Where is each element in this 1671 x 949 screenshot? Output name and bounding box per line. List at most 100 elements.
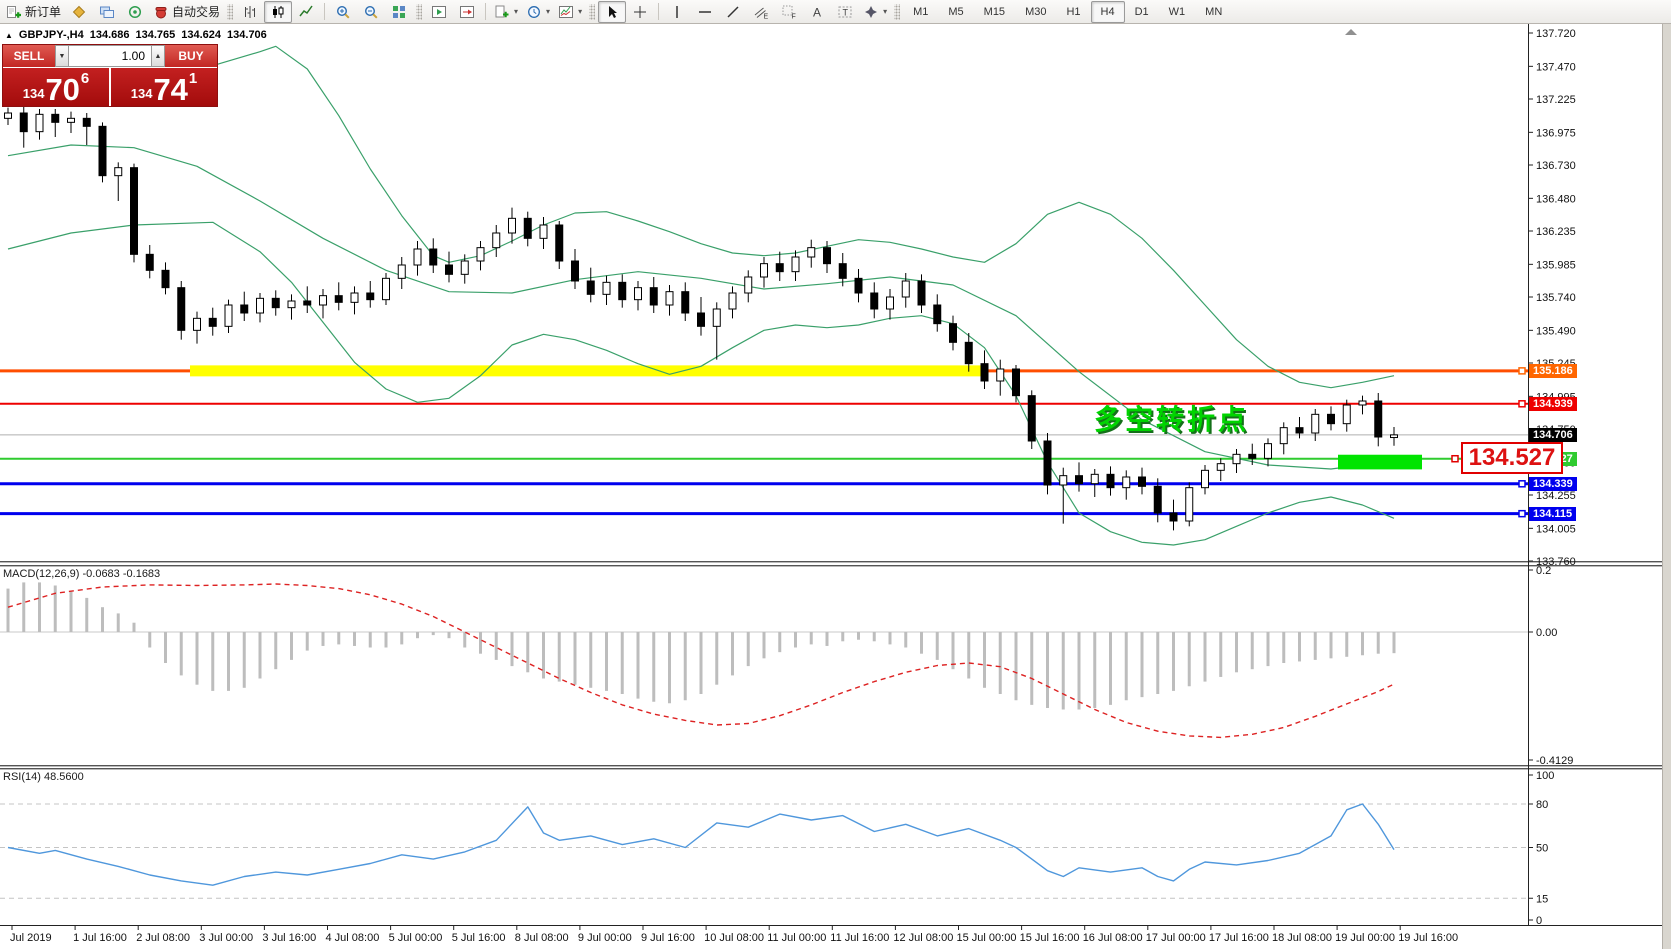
gold-icon bbox=[72, 5, 86, 18]
level-price-badge: 134.339 bbox=[1529, 476, 1577, 491]
sell-price[interactable]: 134 70 6 bbox=[3, 68, 109, 106]
svg-text:137.720: 137.720 bbox=[1536, 28, 1576, 40]
svg-text:16 Jul 08:00: 16 Jul 08:00 bbox=[1083, 932, 1143, 944]
toolbar-button-templates[interactable]: ▾ bbox=[490, 1, 522, 23]
svg-text:15 Jul 00:00: 15 Jul 00:00 bbox=[957, 932, 1017, 944]
dropdown-arrow-icon[interactable]: ▾ bbox=[514, 7, 519, 16]
volume-increase-button[interactable]: ▲ bbox=[151, 45, 165, 67]
macd-signal-value: -0.1683 bbox=[122, 568, 161, 580]
toolbar-button-timeframe-h4[interactable]: H4 bbox=[1090, 0, 1125, 23]
svg-text:19 Jul 00:00: 19 Jul 00:00 bbox=[1335, 932, 1395, 944]
svg-text:3 Jul 00:00: 3 Jul 00:00 bbox=[199, 932, 253, 944]
toolbar-button-shapes-tool[interactable]: ▾ bbox=[859, 1, 891, 23]
linechart-icon bbox=[299, 5, 313, 16]
level-price-badge: 134.939 bbox=[1529, 396, 1577, 411]
toolbar-button-timeframe-h1[interactable]: H1 bbox=[1066, 5, 1081, 18]
toolbar-button-timeframe-m15[interactable]: M15 bbox=[983, 5, 1006, 18]
clock-icon bbox=[528, 5, 540, 18]
svg-text:12 Jul 08:00: 12 Jul 08:00 bbox=[893, 932, 953, 944]
toolbar-button-timeframe-mn[interactable]: MN bbox=[1205, 5, 1223, 18]
sell-price-prefix: 134 bbox=[22, 86, 45, 101]
bars-icon bbox=[245, 5, 256, 18]
toolbar-button-zoom-out[interactable] bbox=[357, 1, 385, 23]
toolbar: 新订单 自动交易 ▾ ▾ ▾ E F A T ▾ M1 M5 M15 M30 H1 H4 D1 W1 MN bbox=[0, 0, 1671, 24]
buy-button[interactable]: BUY bbox=[165, 45, 217, 67]
toolbar-button-timeframe-m5[interactable]: M5 bbox=[948, 5, 964, 18]
toolbar-button-timeframe-d1[interactable]: D1 bbox=[1134, 5, 1149, 18]
price-tag-annotation[interactable]: 134.527 bbox=[1461, 442, 1563, 474]
toolbar-button-text-label-tool[interactable]: T bbox=[831, 1, 859, 23]
open-value: 134.686 bbox=[89, 29, 130, 41]
toolbar-button-new-chart[interactable] bbox=[93, 1, 121, 23]
toolbar-button-trendline-tool[interactable] bbox=[719, 1, 747, 23]
buy-price[interactable]: 134 74 1 bbox=[111, 68, 217, 106]
level-price-badge: 134.115 bbox=[1529, 506, 1577, 521]
svg-text:17 Jul 16:00: 17 Jul 16:00 bbox=[1209, 932, 1269, 944]
svg-text:134.005: 134.005 bbox=[1536, 523, 1576, 535]
toolbar-separator bbox=[485, 3, 487, 20]
rsi-indicator-label: RSI(14) 48.5600 bbox=[3, 771, 84, 783]
toolbar-button-auto-scroll[interactable] bbox=[425, 1, 453, 23]
svg-text:3 Jul 16:00: 3 Jul 16:00 bbox=[262, 932, 316, 944]
svg-text:136.975: 136.975 bbox=[1536, 127, 1576, 139]
close-value: 134.706 bbox=[227, 29, 267, 41]
sell-button[interactable]: SELL bbox=[3, 45, 55, 67]
toolbar-button-new-order[interactable]: 新订单 bbox=[2, 1, 65, 23]
window-blue-icon bbox=[100, 6, 115, 18]
high-value: 134.765 bbox=[135, 29, 176, 41]
svg-text:2 Jul 08:00: 2 Jul 08:00 bbox=[136, 932, 190, 944]
toolbar-button-tile-windows[interactable] bbox=[385, 1, 413, 23]
toolbar-button-zoom-in[interactable] bbox=[329, 1, 357, 23]
toolbar-button-periods[interactable]: ▾ bbox=[522, 1, 554, 23]
template-add-icon bbox=[495, 5, 509, 17]
toolbar-button-horizontal-line-tool[interactable] bbox=[691, 1, 719, 23]
toolbar-button-text-tool[interactable]: A bbox=[803, 1, 831, 23]
svg-text:-0.4129: -0.4129 bbox=[1536, 755, 1573, 767]
svg-text:1 Jul 16:00: 1 Jul 16:00 bbox=[73, 932, 127, 944]
dropdown-arrow-icon[interactable]: ▾ bbox=[578, 7, 583, 16]
toolbar-button-chart-shift[interactable] bbox=[453, 1, 481, 23]
toolbar-button-cursor-tool[interactable] bbox=[598, 0, 627, 23]
dropdown-arrow-icon[interactable]: ▾ bbox=[546, 7, 551, 16]
toolbar-button-timeframe-w1[interactable]: W1 bbox=[1168, 5, 1186, 18]
toolbar-button-equidistant-channel-tool[interactable]: F bbox=[775, 1, 803, 23]
toolbar-button-line-chart-mode[interactable] bbox=[292, 1, 320, 23]
rsi-name: RSI(14) bbox=[3, 771, 41, 783]
toolbar-button-bar-chart-mode[interactable] bbox=[236, 1, 264, 23]
svg-text:137.225: 137.225 bbox=[1536, 94, 1576, 106]
collapse-panel-icon[interactable]: ▲ bbox=[5, 30, 13, 40]
svg-text:Jul 2019: Jul 2019 bbox=[10, 932, 52, 944]
svg-text:9 Jul 16:00: 9 Jul 16:00 bbox=[641, 932, 695, 944]
svg-text:E: E bbox=[764, 13, 769, 20]
svg-text:5 Jul 00:00: 5 Jul 00:00 bbox=[389, 932, 443, 944]
svg-text:15: 15 bbox=[1536, 893, 1548, 905]
macd-main-value: -0.0683 bbox=[82, 568, 120, 580]
toolbar-button-vertical-line-tool[interactable] bbox=[663, 1, 691, 23]
chart-step-icon bbox=[460, 5, 475, 18]
svg-text:8 Jul 08:00: 8 Jul 08:00 bbox=[515, 932, 569, 944]
buy-price-pip: 1 bbox=[188, 70, 198, 87]
svg-text:11 Jul 16:00: 11 Jul 16:00 bbox=[830, 932, 889, 944]
turning-point-annotation[interactable]: 多空转折点 bbox=[1094, 404, 1250, 435]
toolbar-separator bbox=[227, 3, 234, 20]
rsi-value: 48.5600 bbox=[43, 771, 84, 783]
toolbar-button-indicator-list[interactable]: ▾ bbox=[554, 1, 586, 23]
toolbar-button-signals[interactable] bbox=[121, 1, 149, 23]
toolbar-separator bbox=[894, 3, 901, 20]
toolbar-button-history-center[interactable] bbox=[65, 1, 93, 23]
svg-text:11 Jul 00:00: 11 Jul 00:00 bbox=[767, 932, 826, 944]
volume-decrease-button[interactable]: ▼ bbox=[55, 45, 69, 67]
one-click-trading-panel: SELL ▼ ▲ BUY 134 70 6 134 74 1 bbox=[2, 44, 218, 107]
volume-input[interactable] bbox=[69, 45, 151, 67]
trend-icon bbox=[727, 5, 739, 18]
toolbar-button-auto-trading[interactable]: 自动交易 bbox=[149, 1, 224, 23]
toolbar-button-timeframe-m1[interactable]: M1 bbox=[913, 5, 929, 18]
toolbar-button-crosshair-tool[interactable] bbox=[626, 1, 654, 23]
toolbar-button-fibonacci-tool[interactable]: E bbox=[747, 1, 775, 23]
dropdown-arrow-icon[interactable]: ▾ bbox=[883, 7, 888, 16]
toolbar-button-candlestick-mode[interactable] bbox=[264, 0, 293, 23]
new-order-icon bbox=[7, 5, 21, 18]
toolbar-button-timeframe-m30[interactable]: M30 bbox=[1025, 5, 1047, 18]
